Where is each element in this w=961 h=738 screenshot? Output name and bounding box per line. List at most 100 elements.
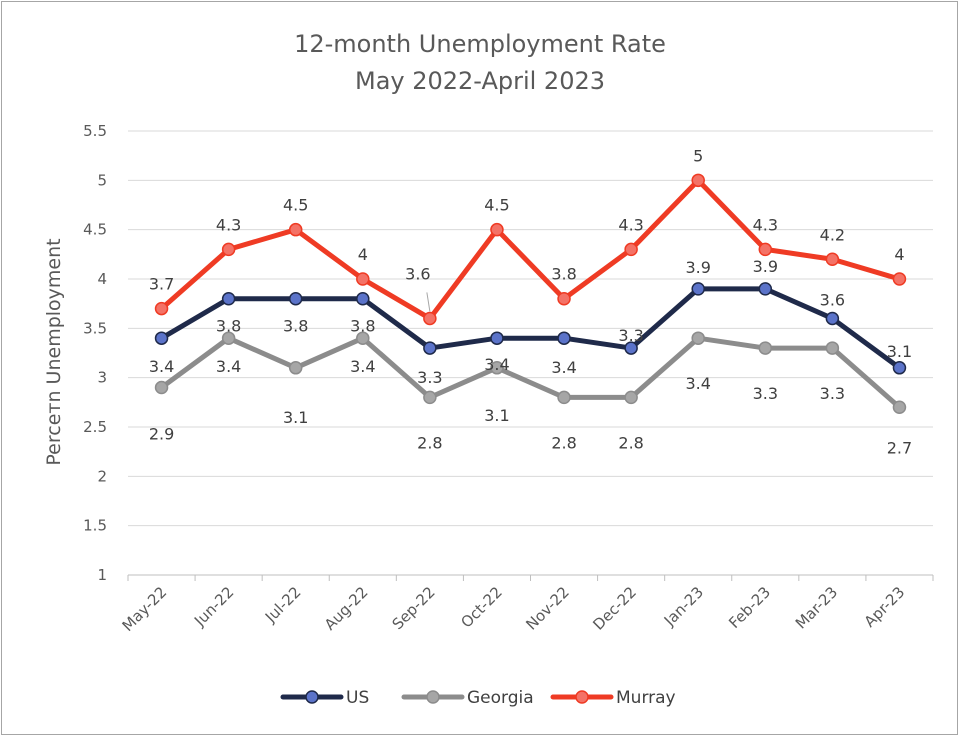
series-lines <box>154 173 907 415</box>
data-point-murray <box>490 222 504 237</box>
data-label-us: 3.3 <box>417 368 442 387</box>
data-label-georgia: 3.4 <box>685 374 710 393</box>
y-tick-label: 4.5 <box>83 221 107 239</box>
y-tick-label: 4 <box>97 270 107 288</box>
data-label-us: 3.8 <box>350 317 375 336</box>
legend-label-us: US <box>346 688 369 708</box>
data-label-us: 3.8 <box>283 317 308 336</box>
data-label-murray: 4.3 <box>753 215 778 234</box>
data-label-us: 3.4 <box>149 357 174 376</box>
data-point-georgia <box>154 380 169 395</box>
data-label-us: 3.8 <box>216 317 241 336</box>
data-point-murray <box>624 242 638 257</box>
data-point-us <box>490 331 504 345</box>
data-point-georgia <box>423 390 437 405</box>
legend-marker-georgia <box>426 690 440 704</box>
data-point-us <box>154 331 169 345</box>
x-tick-label: Dec-22 <box>589 583 640 634</box>
data-point-us <box>691 282 705 296</box>
data-label-murray: 4.3 <box>216 215 241 234</box>
data-label-murray: 4 <box>894 245 904 264</box>
data-point-murray <box>423 311 437 326</box>
legend-marker-us <box>305 690 319 704</box>
legend-marker-murray <box>575 690 589 704</box>
data-point-georgia <box>758 341 773 355</box>
x-tick-label: Apr-23 <box>861 583 909 631</box>
data-label-murray: 3.7 <box>149 275 174 294</box>
x-tick-label: Aug-22 <box>321 583 372 634</box>
y-tick-label: 5 <box>97 171 107 189</box>
chart-title-line-2: May 2022-April 2023 <box>355 67 605 95</box>
data-point-murray <box>825 252 840 267</box>
data-point-murray <box>288 222 303 237</box>
data-label-us: 3.1 <box>887 342 912 361</box>
x-tick-label: Jan-23 <box>660 583 707 630</box>
series-line-us <box>159 286 902 371</box>
data-label-georgia: 3.4 <box>216 357 241 376</box>
leader-line <box>426 292 431 312</box>
legend: US Georgia Murray <box>280 688 676 708</box>
data-point-georgia <box>490 361 504 375</box>
data-label-georgia: 3.3 <box>753 384 778 403</box>
data-label-murray: 4.5 <box>484 196 509 215</box>
series-line-murray <box>159 177 902 321</box>
data-point-georgia <box>691 331 705 345</box>
data-label-murray: 4 <box>358 245 368 264</box>
data-label-us: 3.4 <box>551 358 576 377</box>
data-label-georgia: 2.8 <box>551 433 576 452</box>
data-point-georgia <box>557 390 571 405</box>
gridlines <box>128 130 933 527</box>
data-label-murray: 5 <box>693 146 703 165</box>
data-label-us: 3.9 <box>685 258 710 277</box>
data-point-georgia <box>288 361 303 375</box>
data-point-murray <box>557 291 571 306</box>
data-point-georgia <box>624 390 638 405</box>
data-label-murray: 3.6 <box>405 264 430 283</box>
data-label-georgia: 3.1 <box>283 408 308 427</box>
data-label-georgia: 2.8 <box>417 433 442 452</box>
data-label-murray: 4.2 <box>820 225 845 244</box>
data-label-us: 3.4 <box>484 355 509 374</box>
y-tick-label: 3 <box>97 369 107 387</box>
data-point-us <box>758 282 773 296</box>
data-label-murray: 3.8 <box>551 265 576 284</box>
legend-label-georgia: Georgia <box>467 688 534 708</box>
x-tick-label: Sep-22 <box>389 583 439 633</box>
y-tick-label: 5.5 <box>83 122 107 140</box>
x-tick-label: Mar-23 <box>792 583 841 632</box>
data-point-georgia <box>892 400 907 415</box>
y-tick-label: 2.5 <box>83 418 107 436</box>
data-point-murray <box>356 272 370 286</box>
data-label-georgia: 3.4 <box>350 357 375 376</box>
data-label-georgia: 2.7 <box>887 438 912 457</box>
data-point-us <box>624 341 638 355</box>
chart-title-line-1: 12-month Unemployment Rate <box>294 30 666 58</box>
data-point-georgia <box>356 331 370 345</box>
data-label-georgia: 3.3 <box>820 384 845 403</box>
data-label-us: 3.3 <box>618 326 643 345</box>
data-point-murray <box>892 272 907 286</box>
data-label-murray: 4.5 <box>283 196 308 215</box>
data-label-murray: 4.3 <box>618 215 643 234</box>
data-point-us <box>288 291 303 306</box>
data-point-georgia <box>221 331 236 345</box>
data-point-us <box>356 291 370 306</box>
data-point-us <box>892 361 907 375</box>
x-tick-label: Jun-22 <box>190 583 237 630</box>
data-point-murray <box>691 173 705 188</box>
data-label-us: 3.9 <box>753 257 778 276</box>
data-point-us <box>825 311 840 326</box>
y-tick-label: 1.5 <box>83 517 107 535</box>
data-point-us <box>221 291 236 306</box>
data-label-georgia: 3.1 <box>484 406 509 425</box>
data-label-us: 3.6 <box>820 290 845 309</box>
data-point-georgia <box>825 341 840 355</box>
x-tick-label: Nov-22 <box>522 583 572 633</box>
y-axis-label: Perceтn Unemployment <box>43 238 65 465</box>
x-tick-label: May-22 <box>119 583 171 635</box>
legend-label-murray: Murray <box>616 688 676 708</box>
x-tick-label: Oct-22 <box>457 583 505 631</box>
x-tick-label: Feb-23 <box>725 583 774 632</box>
